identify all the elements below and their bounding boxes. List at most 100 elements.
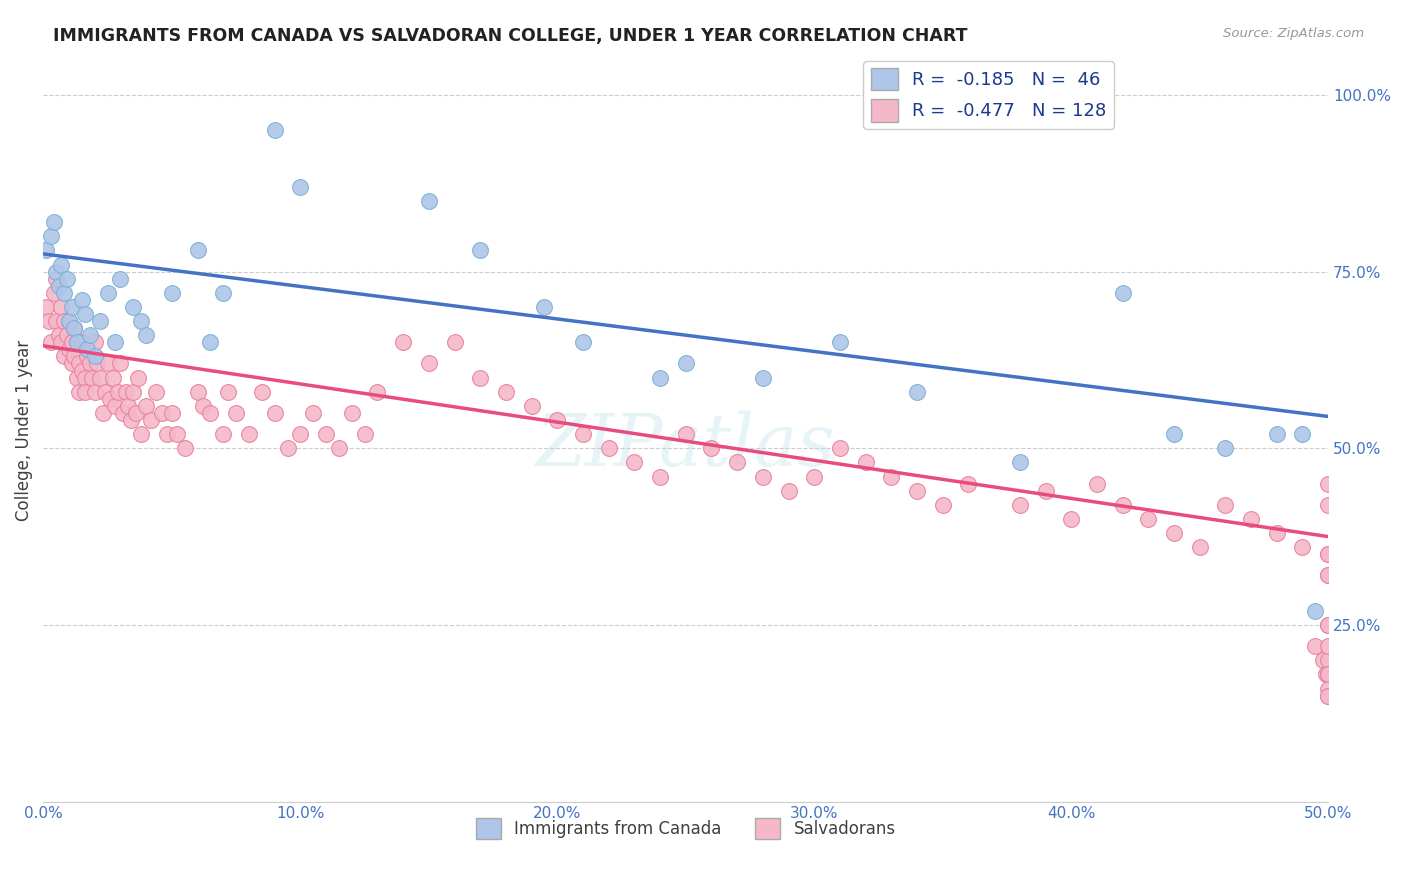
Point — [340, 406, 363, 420]
Point — [58, 314, 80, 328]
Point — [120, 413, 142, 427]
Point — [1303, 604, 1326, 618]
Point — [42, 285, 65, 300]
Point — [160, 406, 183, 420]
Point — [1265, 526, 1288, 541]
Point — [546, 413, 568, 427]
Point — [648, 469, 671, 483]
Point — [67, 356, 90, 370]
Point — [623, 455, 645, 469]
Point — [217, 384, 239, 399]
Point — [107, 384, 129, 399]
Point — [58, 314, 80, 328]
Point — [70, 335, 93, 350]
Point — [302, 406, 325, 420]
Point — [51, 258, 73, 272]
Point — [392, 335, 415, 350]
Point — [225, 406, 247, 420]
Point — [76, 343, 98, 357]
Point — [905, 384, 928, 399]
Point — [572, 427, 595, 442]
Point — [1163, 427, 1185, 442]
Point — [828, 335, 851, 350]
Point — [1317, 667, 1340, 681]
Point — [52, 285, 75, 300]
Point — [79, 328, 101, 343]
Point — [39, 335, 62, 350]
Point — [83, 350, 105, 364]
Point — [156, 427, 179, 442]
Point — [110, 356, 132, 370]
Point — [1291, 540, 1313, 554]
Point — [1060, 512, 1083, 526]
Point — [91, 406, 114, 420]
Point — [66, 370, 89, 384]
Point — [114, 384, 136, 399]
Point — [648, 370, 671, 384]
Point — [45, 271, 67, 285]
Point — [66, 335, 89, 350]
Point — [1137, 512, 1160, 526]
Point — [290, 427, 312, 442]
Point — [1035, 483, 1057, 498]
Point — [112, 406, 135, 420]
Point — [104, 399, 127, 413]
Point — [35, 300, 58, 314]
Point — [263, 406, 285, 420]
Point — [1008, 455, 1031, 469]
Point — [63, 321, 86, 335]
Point — [76, 350, 98, 364]
Point — [725, 455, 748, 469]
Point — [135, 399, 157, 413]
Point — [700, 442, 723, 456]
Point — [63, 350, 86, 364]
Point — [58, 343, 80, 357]
Point — [1317, 689, 1340, 703]
Point — [418, 194, 440, 208]
Point — [86, 356, 108, 370]
Point — [110, 271, 132, 285]
Point — [150, 406, 173, 420]
Point — [1317, 618, 1340, 632]
Point — [48, 328, 70, 343]
Point — [160, 285, 183, 300]
Point — [42, 215, 65, 229]
Point — [470, 244, 492, 258]
Point — [598, 442, 620, 456]
Point — [66, 335, 89, 350]
Point — [200, 406, 222, 420]
Point — [1008, 498, 1031, 512]
Point — [778, 483, 800, 498]
Point — [70, 293, 93, 307]
Point — [45, 264, 67, 278]
Point — [675, 356, 697, 370]
Point — [38, 314, 60, 328]
Point — [200, 335, 222, 350]
Point — [1317, 547, 1340, 561]
Point — [1317, 547, 1340, 561]
Point — [1215, 442, 1237, 456]
Text: IMMIGRANTS FROM CANADA VS SALVADORAN COLLEGE, UNDER 1 YEAR CORRELATION CHART: IMMIGRANTS FROM CANADA VS SALVADORAN COL… — [53, 27, 967, 45]
Point — [1240, 512, 1263, 526]
Point — [1317, 639, 1340, 653]
Y-axis label: College, Under 1 year: College, Under 1 year — [15, 340, 32, 521]
Point — [1317, 568, 1340, 582]
Point — [173, 442, 195, 456]
Point — [675, 427, 697, 442]
Point — [1317, 689, 1340, 703]
Point — [1111, 285, 1133, 300]
Point — [60, 356, 83, 370]
Point — [1317, 498, 1340, 512]
Point — [470, 370, 492, 384]
Point — [141, 413, 163, 427]
Point — [45, 314, 67, 328]
Point — [94, 384, 117, 399]
Point — [48, 278, 70, 293]
Point — [828, 442, 851, 456]
Legend: Immigrants from Canada, Salvadorans: Immigrants from Canada, Salvadorans — [470, 812, 903, 846]
Point — [366, 384, 388, 399]
Point — [122, 300, 145, 314]
Point — [931, 498, 953, 512]
Point — [1317, 653, 1340, 667]
Point — [1188, 540, 1211, 554]
